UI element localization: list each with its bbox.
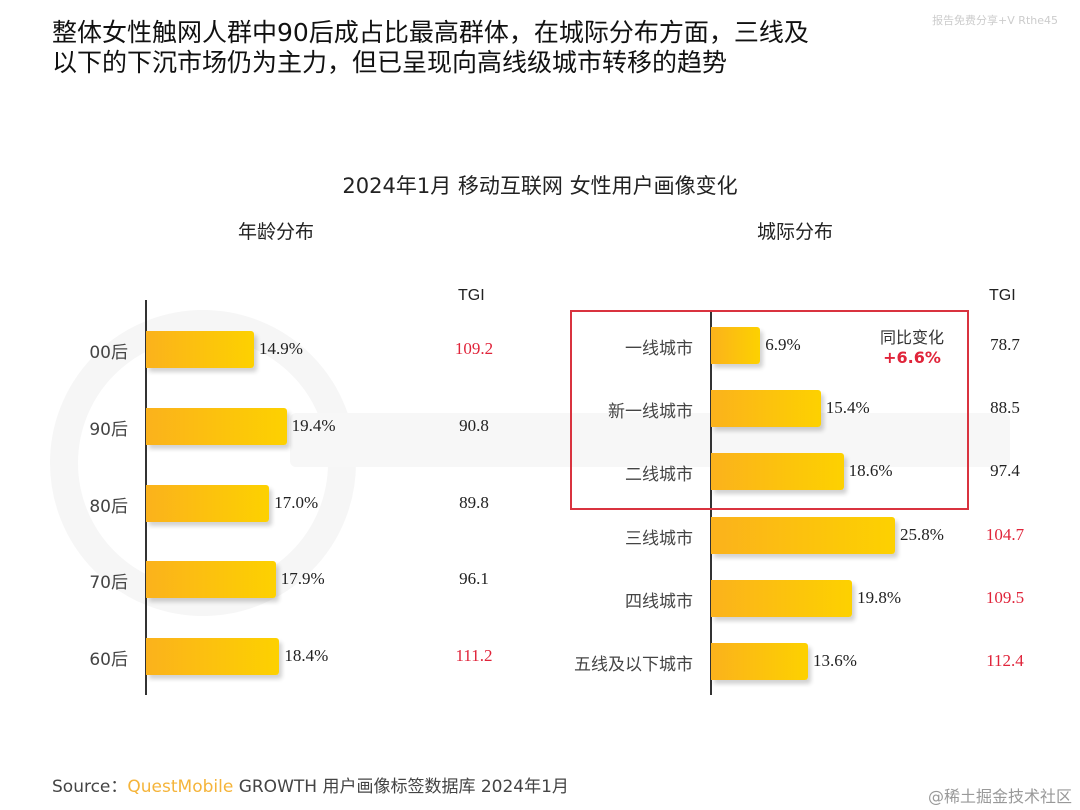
headline: 整体女性触网人群中90后成占比最高群体，在城际分布方面，三线及以下的下沉市场仍为… [52,18,809,77]
category-label: 四线城市 [625,592,693,612]
value-label: 13.6% [812,651,857,670]
bar [711,453,844,490]
top-watermark: 报告免费分享+V Rthe45 [932,14,1058,27]
category-label: 五线及以下城市 [574,655,693,675]
value-label: 6.9% [765,335,801,354]
tgi-value: 78.7 [990,335,1020,354]
bar [711,390,821,427]
bar [711,327,761,364]
value-label: 25.8% [899,525,944,544]
category-label: 三线城市 [625,529,693,549]
category-label: 二线城市 [625,465,693,485]
tgi-value: 109.2 [454,339,494,358]
right-axis [710,310,712,695]
bar [146,485,270,522]
value-label: 17.0% [274,493,319,512]
bar [146,331,255,368]
bar [711,580,853,617]
bar [146,408,287,445]
left-subtitle: 年龄分布 [238,221,315,243]
tgi-value: 88.5 [990,398,1020,417]
source-note: Source：QuestMobile GROWTH 用户画像标签数据库 2024… [52,772,569,797]
left-tgi-header: TGI [458,287,485,304]
tgi-value: 97.4 [990,461,1020,480]
source-brand: QuestMobile [127,777,234,797]
category-label: 70后 [89,573,128,593]
category-label: 80后 [89,497,128,517]
value-label: 19.4% [291,416,336,435]
category-label: 90后 [89,420,128,440]
category-label: 00后 [89,343,128,363]
tgi-value: 96.1 [459,569,489,588]
value-label: 17.9% [280,569,325,588]
tgi-value: 90.8 [459,416,489,435]
bar [146,561,276,598]
chart-title: 2024年1月 移动互联网 女性用户画像变化 [342,174,738,198]
category-label: 一线城市 [625,339,693,359]
corner-watermark: @稀土掘金技术社区 [927,787,1072,806]
yoy-value: +6.6% [883,348,941,367]
tgi-value: 111.2 [455,646,493,665]
category-label: 新一线城市 [608,402,693,422]
source-rest: GROWTH 用户画像标签数据库 2024年1月 [233,777,569,797]
tgi-value: 112.4 [986,651,1024,670]
bar [711,643,808,680]
source-prefix: Source： [52,777,128,797]
tgi-value: 89.8 [459,493,489,512]
value-label: 19.8% [857,588,902,607]
right-tgi-header: TGI [989,287,1016,304]
tgi-value: 109.5 [985,588,1025,607]
right-subtitle: 城际分布 [757,221,834,243]
value-label: 15.4% [825,398,870,417]
yoy-label: 同比变化 [880,328,945,347]
left-axis [145,300,147,695]
bar [146,638,280,675]
tgi-value: 104.7 [985,525,1025,544]
category-label: 60后 [89,650,128,670]
value-label: 18.4% [284,646,329,665]
highlight-box [570,310,969,510]
yoy-annotation: 同比变化 +6.6% [880,324,944,367]
bar [711,517,895,554]
value-label: 18.6% [848,461,893,480]
value-label: 14.9% [259,339,303,358]
